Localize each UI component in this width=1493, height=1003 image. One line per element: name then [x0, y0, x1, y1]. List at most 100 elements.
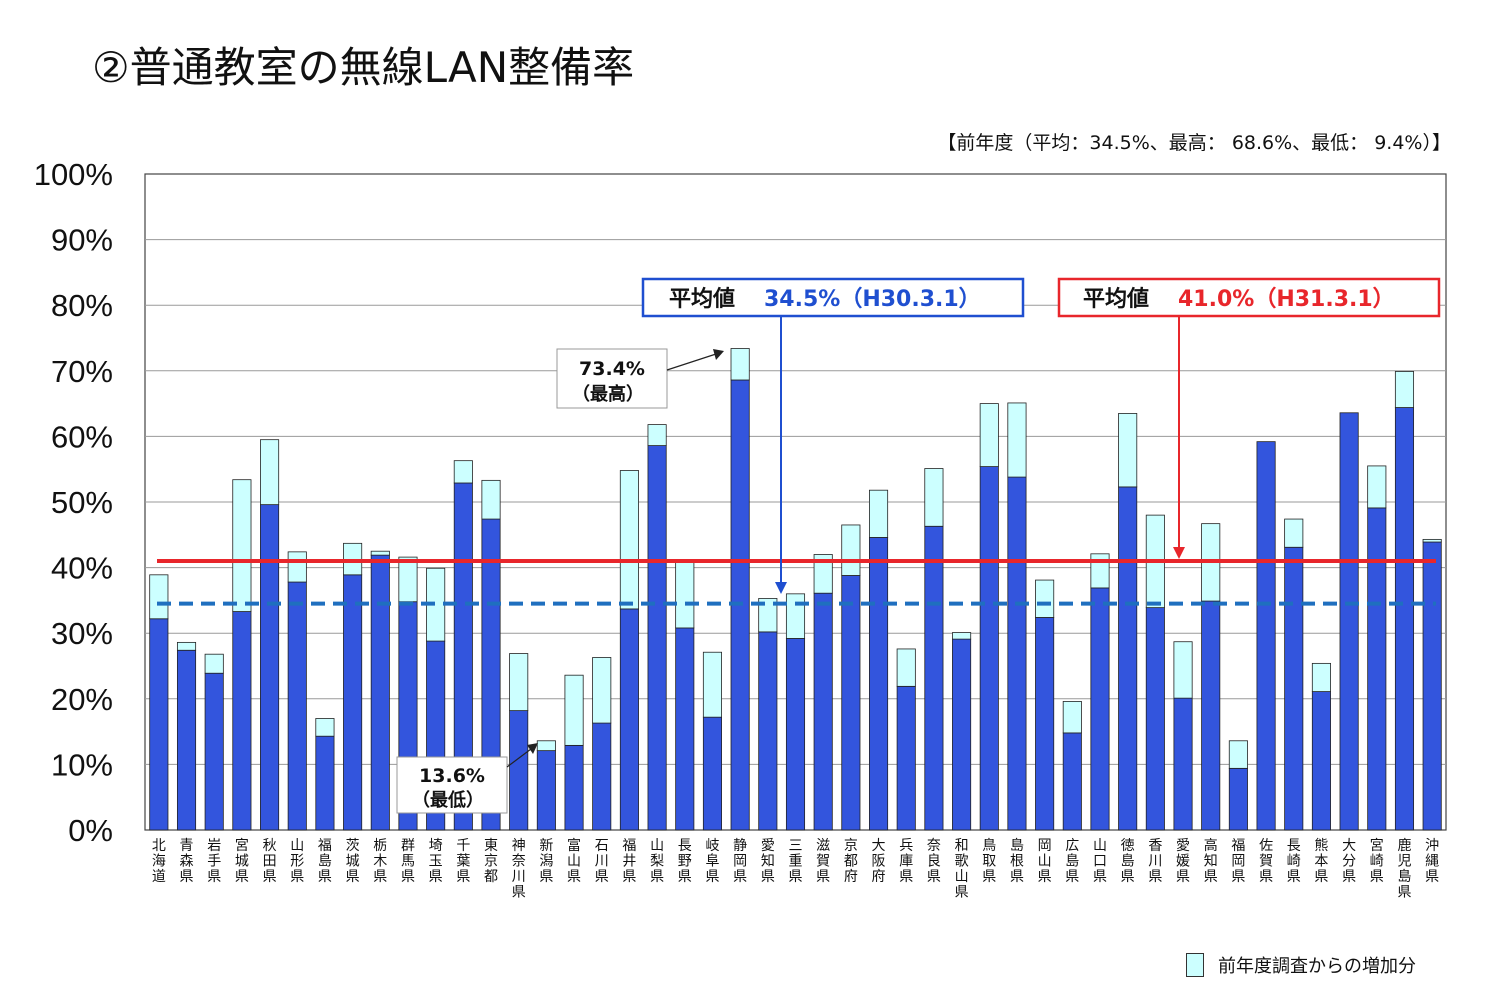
bar-current — [979, 466, 999, 831]
x-tick-label: 滋賀県 — [816, 838, 830, 885]
x-tick-label: 山形県 — [290, 838, 304, 885]
min-label: （最低） — [412, 789, 484, 811]
x-tick-label: 千葉県 — [456, 838, 470, 885]
bar-current — [1145, 607, 1165, 831]
bar-increase — [1035, 579, 1055, 618]
avg-curr-prefix: 平均値 — [1083, 286, 1149, 312]
bar-current — [702, 716, 722, 831]
bar-increase — [1394, 371, 1415, 408]
bar-current — [536, 750, 556, 831]
bar-current — [204, 672, 224, 831]
bar-current — [370, 554, 390, 831]
bar-current — [952, 638, 972, 831]
bar-increase — [1090, 553, 1110, 589]
legend: 前年度調査からの増加分 — [1186, 952, 1416, 978]
legend-increase-label: 前年度調査からの増加分 — [1218, 956, 1416, 977]
x-tick-label: 宮城県 — [235, 838, 249, 885]
y-tick-label: 80% — [51, 288, 113, 323]
y-tick-label: 10% — [51, 747, 113, 782]
bar-current — [1090, 587, 1110, 831]
bar-increase — [924, 468, 944, 527]
bar-increase — [730, 348, 750, 381]
bar-current — [343, 574, 363, 831]
bar-increase — [564, 674, 584, 746]
bar-current — [758, 631, 778, 831]
bar-increase — [481, 479, 501, 520]
x-tick-label: 奈良県 — [927, 838, 941, 885]
x-tick-label: 沖縄県 — [1425, 838, 1439, 885]
bar-current — [1284, 546, 1304, 831]
bar-current — [509, 710, 529, 831]
bar-increase — [287, 551, 307, 583]
bar-current — [1367, 507, 1387, 831]
y-tick-label: 100% — [34, 157, 113, 192]
bar-increase — [453, 460, 473, 484]
bar-current — [785, 638, 806, 831]
bar-increase — [536, 740, 556, 752]
bar-current — [260, 504, 280, 831]
bar-current — [1201, 600, 1221, 831]
x-tick-label: 秋田県 — [263, 838, 277, 885]
bar-increase — [176, 641, 197, 651]
bar-current — [1311, 691, 1331, 831]
x-tick-label: 鳥取県 — [982, 838, 996, 885]
avg-curr-box — [1057, 277, 1441, 318]
bar-increase — [398, 556, 418, 603]
bar-increase — [979, 403, 999, 467]
bar-increase — [785, 593, 806, 639]
bar-current — [149, 618, 169, 831]
x-tick-label: 富山県 — [567, 837, 581, 885]
bar-increase — [1228, 740, 1248, 769]
x-tick-label: 茨城県 — [346, 838, 360, 885]
bar-current — [841, 575, 861, 831]
bar-current — [647, 445, 667, 831]
x-tick-label: 神奈川県 — [512, 838, 526, 901]
x-tick-label: 北海道 — [152, 838, 166, 885]
min-arrow — [506, 748, 532, 768]
bar-increase — [149, 574, 169, 620]
x-tick-label: 長野県 — [678, 838, 692, 885]
x-tick-label: 長崎県 — [1287, 838, 1301, 885]
x-tick-label: 山梨県 — [650, 838, 664, 885]
bar-increase — [619, 470, 639, 610]
bar-increase — [204, 653, 224, 674]
x-tick-label: 埼玉県 — [429, 838, 443, 885]
x-tick-label: 福島県 — [318, 838, 332, 885]
bar-increase — [315, 718, 335, 737]
bar-increase — [841, 524, 861, 576]
y-tick-label: 30% — [51, 616, 113, 651]
bar-current — [1062, 732, 1082, 831]
bar-increase — [702, 651, 722, 718]
x-tick-label: 兵庫県 — [899, 838, 913, 885]
avg-prev-value: 34.5%（H30.3.1） — [764, 287, 981, 312]
bar-current — [592, 722, 612, 831]
bar-increase — [1367, 465, 1387, 509]
bar-current — [564, 744, 584, 831]
bar-increase — [869, 489, 889, 538]
bar-increase — [1284, 518, 1304, 548]
min-value: 13.6% — [419, 765, 485, 787]
x-tick-label: 岩手県 — [207, 838, 221, 885]
avg-prev-arrowhead — [775, 582, 787, 594]
bar-current — [1394, 407, 1415, 831]
x-tick-label: 栃木県 — [373, 838, 387, 885]
x-tick-label: 鹿児島県 — [1397, 837, 1411, 901]
x-tick-label: 島根県 — [1010, 838, 1024, 885]
x-tick-label: 宮崎県 — [1370, 838, 1384, 885]
bar-increase — [896, 648, 916, 687]
y-tick-label: 90% — [51, 223, 113, 258]
bar-current — [675, 627, 695, 831]
y-tick-label: 0% — [68, 813, 113, 848]
bar-current — [232, 611, 252, 831]
x-tick-label: 青森県 — [180, 838, 194, 885]
bar-increase — [1422, 538, 1442, 543]
bar-increase — [509, 653, 529, 712]
max-callout-box — [556, 348, 668, 409]
max-value: 73.4% — [579, 358, 645, 380]
x-tick-label: 福井県 — [622, 838, 636, 885]
x-tick-label: 大分県 — [1342, 838, 1356, 885]
bar-increase — [758, 598, 778, 633]
bar-current — [287, 581, 307, 831]
avg-curr-value: 41.0%（H31.3.1） — [1178, 287, 1395, 312]
